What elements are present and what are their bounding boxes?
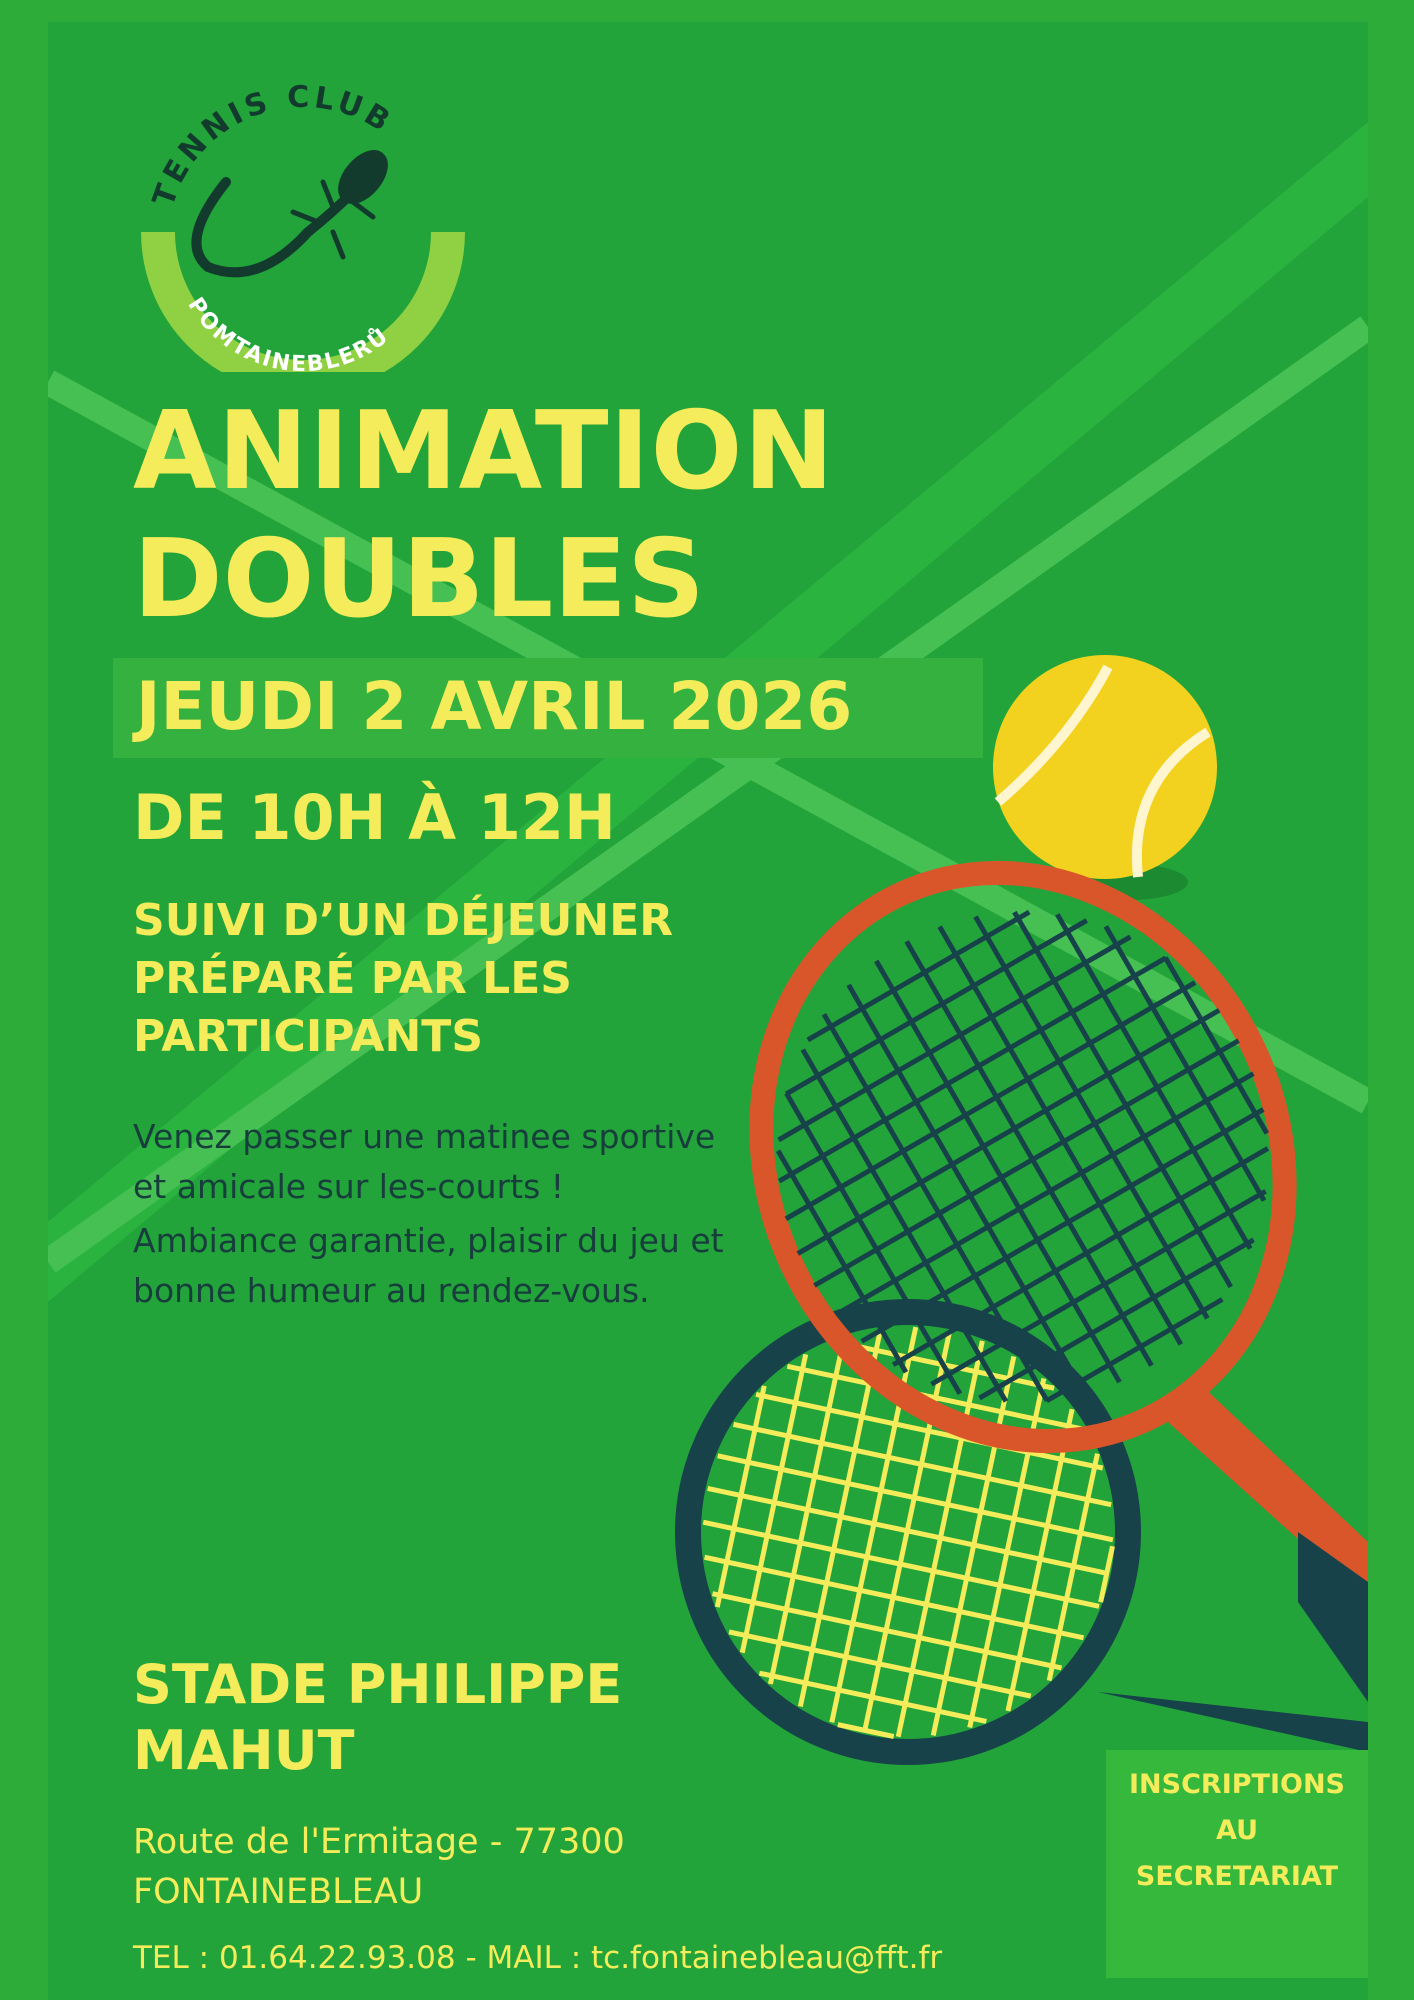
lizard-icon: [191, 150, 388, 278]
racket-string: [978, 1237, 1255, 1401]
racket-string: [1103, 925, 1267, 1202]
racket-string: [758, 1670, 987, 1724]
contact-info: TEL : 01.64.22.93.08 - MAIL : tc.fontain…: [133, 1940, 943, 1976]
registration-box: INSCRIPTIONS AU SECRETARIAT: [1106, 1750, 1368, 1978]
event-subtitle: SUIVI D’UN DÉJEUNER PRÉPARÉ PAR LES PART…: [133, 895, 674, 1062]
racket-string: [1046, 1453, 1100, 1682]
venue-address: Route de l'Ermitage - 77300 FONTAINEBLEA…: [133, 1817, 625, 1917]
racket-string: [891, 1146, 1270, 1367]
address-line-2: FONTAINEBLEAU: [133, 1872, 424, 1912]
address-line-1: Route de l'Ermitage - 77300: [133, 1822, 625, 1862]
date-band: [113, 658, 983, 758]
racket-string: [1005, 1408, 1075, 1712]
racket-string: [777, 934, 1132, 1143]
club-logo: TENNIS CLUB POMTAINEBLERŮ: [141, 80, 465, 372]
racket-string: [784, 980, 1197, 1221]
racket-string: [1055, 913, 1253, 1250]
racket-string: [834, 1071, 1255, 1318]
racket-string: [796, 1008, 1221, 1256]
racket-string: [904, 940, 1154, 1367]
event-time: DE 10H À 12H: [133, 781, 616, 854]
racket-string: [846, 983, 1087, 1396]
racket-string: [1163, 956, 1270, 1135]
racket-string: [837, 1722, 895, 1739]
title-line-1: ANIMATION: [133, 389, 835, 514]
court-line: [48, 316, 1368, 1273]
venue-name: STADE PHILIPPE MAHUT: [133, 1653, 623, 1782]
event-description: Venez passer une matinee sportive et ami…: [133, 1112, 753, 1316]
racket-string: [704, 1554, 1085, 1641]
racket-string: [937, 925, 1184, 1346]
event-date: JEUDI 2 AVRIL 2026: [136, 668, 853, 745]
racket-string: [728, 1629, 1032, 1699]
racket-string: [874, 959, 1122, 1384]
racket-string: [973, 915, 1210, 1320]
racket-string: [775, 1149, 909, 1374]
dark-racket-icon: [675, 1299, 1368, 1765]
description-paragraph-2: Ambiance garantie, plaisir du jeu et bon…: [133, 1221, 724, 1310]
racket-string: [711, 1591, 1063, 1671]
title-line-2: DOUBLES: [133, 517, 705, 642]
racket-string: [1012, 910, 1233, 1289]
racket-string: [930, 1189, 1267, 1387]
racket-string: [860, 1107, 1265, 1344]
racket-string: [930, 1355, 1017, 1736]
racket-string: [1098, 1545, 1115, 1603]
orange-racket-icon: [749, 860, 1368, 1702]
registration-line-3: SECRETARIAT: [1135, 1861, 1339, 1892]
poster: TENNIS CLUB POMTAINEBLERŮ ANIMATION DOUB…: [48, 22, 1368, 2000]
registration-line-1: INSCRIPTIONS: [1129, 1769, 1345, 1800]
logo-ribbon: [141, 231, 465, 372]
tennis-ball-icon: [993, 655, 1217, 879]
racket-string: [806, 909, 1031, 1043]
racket-string: [1045, 1297, 1224, 1404]
registration-line-2: AU: [1216, 1815, 1258, 1846]
racket-string: [813, 1038, 1240, 1288]
description-paragraph-1: Venez passer une matinee sportive et ami…: [133, 1117, 716, 1206]
